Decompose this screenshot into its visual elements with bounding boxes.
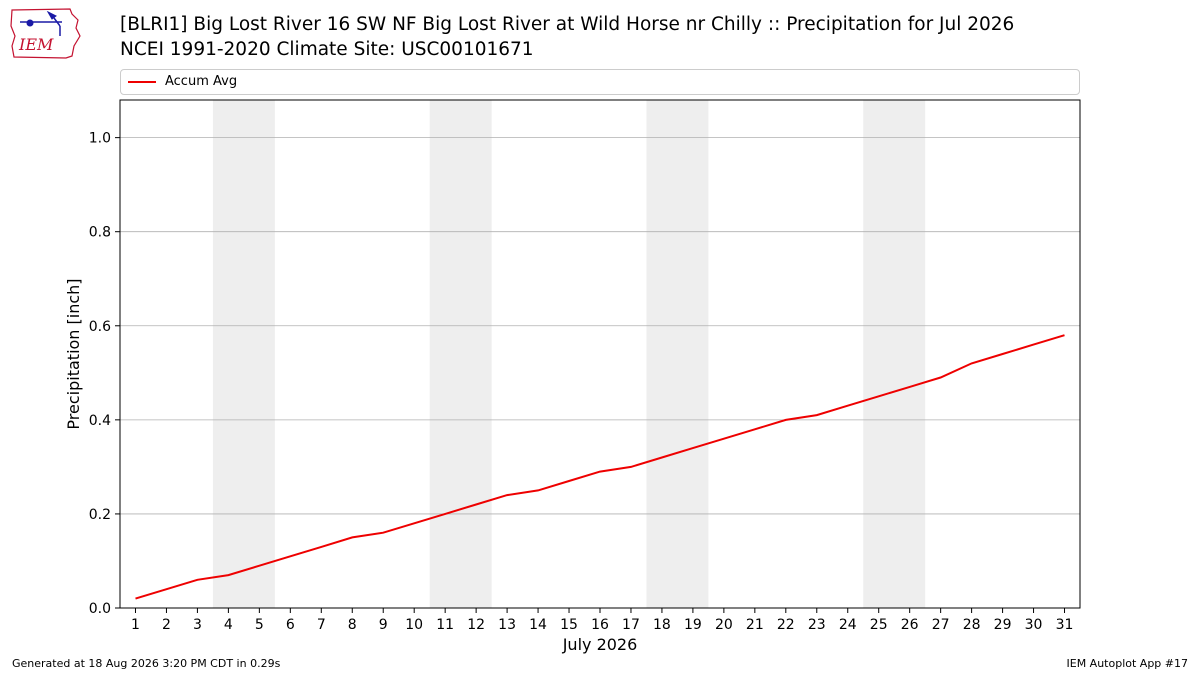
y-tick-label-2: 0.4 [89, 413, 111, 429]
y-axis-label: Precipitation [inch] [64, 278, 83, 429]
y-tick-label-4: 0.8 [89, 225, 111, 241]
x-tick-label-30: 30 [1025, 617, 1043, 633]
x-tick-label-20: 20 [715, 617, 733, 633]
x-tick-label-21: 21 [746, 617, 764, 633]
x-tick-label-23: 23 [808, 617, 826, 633]
x-tick-label-1: 1 [131, 617, 140, 633]
x-tick-label-17: 17 [622, 617, 640, 633]
x-tick-label-10: 10 [405, 617, 423, 633]
iem-logo: IEM [10, 8, 81, 59]
weekend-band-3 [646, 100, 709, 608]
x-tick-label-5: 5 [255, 617, 264, 633]
x-tick-label-4: 4 [224, 617, 233, 633]
x-tick-label-27: 27 [932, 617, 950, 633]
x-tick-label-12: 12 [467, 617, 485, 633]
chart-title: [BLRI1] Big Lost River 16 SW NF Big Lost… [120, 12, 1014, 62]
weather-station-icon [20, 10, 62, 36]
iowa-state-outline [10, 8, 81, 59]
logo-text: IEM [18, 35, 54, 54]
y-tick-label-0: 0.0 [89, 601, 111, 617]
legend: Accum Avg [120, 69, 1080, 95]
x-tick-label-6: 6 [286, 617, 295, 633]
x-axis-label: July 2026 [562, 635, 638, 654]
title-line-2: NCEI 1991-2020 Climate Site: USC00101671 [120, 39, 534, 60]
generated-timestamp: Generated at 18 Aug 2026 3:20 PM CDT in … [12, 657, 281, 670]
x-tick-label-29: 29 [994, 617, 1012, 633]
weekend-band-2 [429, 100, 492, 608]
x-tick-label-2: 2 [162, 617, 171, 633]
y-tick-label-1: 0.2 [89, 507, 111, 523]
x-tick-label-24: 24 [839, 617, 857, 633]
x-tick-label-3: 3 [193, 617, 202, 633]
x-tick-label-28: 28 [963, 617, 981, 633]
x-tick-label-16: 16 [591, 617, 609, 633]
legend-label-accum-avg: Accum Avg [165, 74, 238, 89]
x-tick-label-13: 13 [498, 617, 516, 633]
title-line-1: [BLRI1] Big Lost River 16 SW NF Big Lost… [120, 14, 1015, 35]
x-tick-label-14: 14 [529, 617, 547, 633]
x-tick-label-25: 25 [870, 617, 888, 633]
weekend-band-4 [863, 100, 926, 608]
autoplot-app-label: IEM Autoplot App #17 [1066, 657, 1189, 670]
x-tick-label-9: 9 [379, 617, 388, 633]
x-tick-label-8: 8 [348, 617, 357, 633]
x-tick-label-22: 22 [777, 617, 795, 633]
legend-swatch-accum-avg [128, 81, 156, 83]
weekend-band-1 [212, 100, 275, 608]
x-tick-label-19: 19 [684, 617, 702, 633]
x-tick-label-11: 11 [436, 617, 454, 633]
x-tick-label-15: 15 [560, 617, 578, 633]
y-tick-label-5: 1.0 [89, 131, 111, 147]
x-tick-label-7: 7 [317, 617, 326, 633]
x-tick-label-18: 18 [653, 617, 671, 633]
x-tick-label-31: 31 [1056, 617, 1074, 633]
x-tick-label-26: 26 [901, 617, 919, 633]
y-tick-label-3: 0.6 [89, 319, 111, 335]
